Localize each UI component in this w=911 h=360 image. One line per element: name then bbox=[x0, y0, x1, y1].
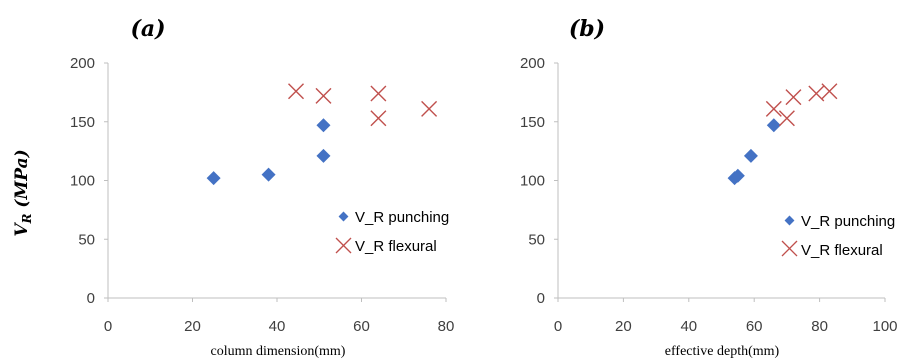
panel-a-legend-punching-marker bbox=[338, 211, 349, 222]
panel-b-legend-punching-marker bbox=[784, 215, 795, 226]
panel-b-y-tick-label: 200 bbox=[520, 55, 545, 72]
panel-a-x-tick-label: 0 bbox=[104, 318, 112, 335]
panel-a-x-tick-label: 20 bbox=[184, 318, 201, 335]
panel-b-point-flexural bbox=[785, 89, 802, 106]
panel-a-axes: 0 50 100 150 200 0 20 40 60 80 bbox=[70, 55, 454, 335]
panel-a-y-tick-label: 200 bbox=[70, 55, 95, 72]
panel-b-point-flexural bbox=[821, 83, 838, 100]
panel-b-y-tick-label: 100 bbox=[520, 173, 545, 190]
panel-b-legend: V_R punching V_R flexural bbox=[781, 213, 895, 259]
panel-a-x-axis-label: column dimension(mm) bbox=[211, 344, 346, 359]
panel-a-point-punching bbox=[261, 167, 276, 182]
panel-a-legend-flexural-label: V_R flexural bbox=[355, 238, 437, 255]
panel-a-y-tick-label: 150 bbox=[70, 114, 95, 131]
panel-a-x-tick-label: 80 bbox=[438, 318, 455, 335]
panel-b-x-axis-label: effective depth(mm) bbox=[665, 344, 780, 359]
panel-a-title: (a) bbox=[130, 16, 165, 42]
panel-b-x-tick-label: 20 bbox=[615, 318, 632, 335]
panel-b-x-tick-label: 60 bbox=[746, 318, 763, 335]
panel-a-point-flexural bbox=[315, 87, 332, 104]
panel-b-y-tick-label: 50 bbox=[528, 231, 545, 248]
panel-b: (b) 0 50 100 150 200 0 20 40 60 80 100 effective d… bbox=[520, 16, 898, 359]
panel-b-x-tick-label: 40 bbox=[680, 318, 697, 335]
panel-a-x-tick-label: 60 bbox=[353, 318, 370, 335]
panel-a-legend-punching-label: V_R punching bbox=[355, 209, 449, 226]
panel-a-point-flexural bbox=[370, 110, 387, 127]
panel-a: (a) 0 50 100 150 200 0 20 40 60 80 column dimensi… bbox=[70, 16, 454, 359]
panel-b-point-flexural bbox=[765, 100, 782, 117]
panel-b-point-punching bbox=[730, 168, 745, 183]
panel-a-y-tick-label: 100 bbox=[70, 173, 95, 190]
panel-a-legend: V_R punching V_R flexural bbox=[335, 209, 449, 255]
panel-b-x-tick-label: 80 bbox=[811, 318, 828, 335]
y-axis-label: VR (MPa) bbox=[12, 149, 34, 236]
panel-a-point-flexural bbox=[421, 100, 438, 117]
panel-a-legend-flexural-marker bbox=[335, 237, 352, 254]
panel-b-legend-flexural-label: V_R flexural bbox=[801, 242, 883, 259]
y-axis-label-units: (MPa) bbox=[12, 149, 32, 213]
panel-b-point-flexural bbox=[778, 110, 795, 127]
panel-a-point-punching bbox=[316, 148, 331, 163]
panel-b-legend-flexural-marker bbox=[781, 240, 798, 257]
panel-b-axes: 0 50 100 150 200 0 20 40 60 80 100 bbox=[520, 55, 898, 335]
panel-b-x-tick-label: 0 bbox=[554, 318, 562, 335]
panel-a-point-punching bbox=[206, 171, 221, 186]
panel-b-point-punching bbox=[766, 118, 781, 133]
panel-a-marks bbox=[206, 83, 438, 186]
y-axis-label-main: V bbox=[12, 222, 32, 237]
panel-a-x-tick-label: 40 bbox=[269, 318, 286, 335]
panel-a-y-tick-label: 50 bbox=[78, 231, 95, 248]
panel-b-y-tick-label: 0 bbox=[537, 290, 545, 307]
y-axis-label-subscript: R bbox=[20, 213, 34, 224]
panel-b-point-punching bbox=[743, 148, 758, 163]
panel-b-y-tick-label: 150 bbox=[520, 114, 545, 131]
panel-b-x-tick-label: 100 bbox=[872, 318, 897, 335]
panel-a-point-punching bbox=[316, 118, 331, 133]
panel-a-point-flexural bbox=[370, 85, 387, 102]
panel-b-title: (b) bbox=[569, 16, 605, 42]
panel-a-point-flexural bbox=[288, 83, 305, 100]
panel-b-point-flexural bbox=[808, 85, 825, 102]
panel-b-legend-punching-label: V_R punching bbox=[801, 213, 895, 230]
panel-b-marks bbox=[727, 83, 838, 186]
panel-a-y-tick-label: 0 bbox=[87, 290, 95, 307]
